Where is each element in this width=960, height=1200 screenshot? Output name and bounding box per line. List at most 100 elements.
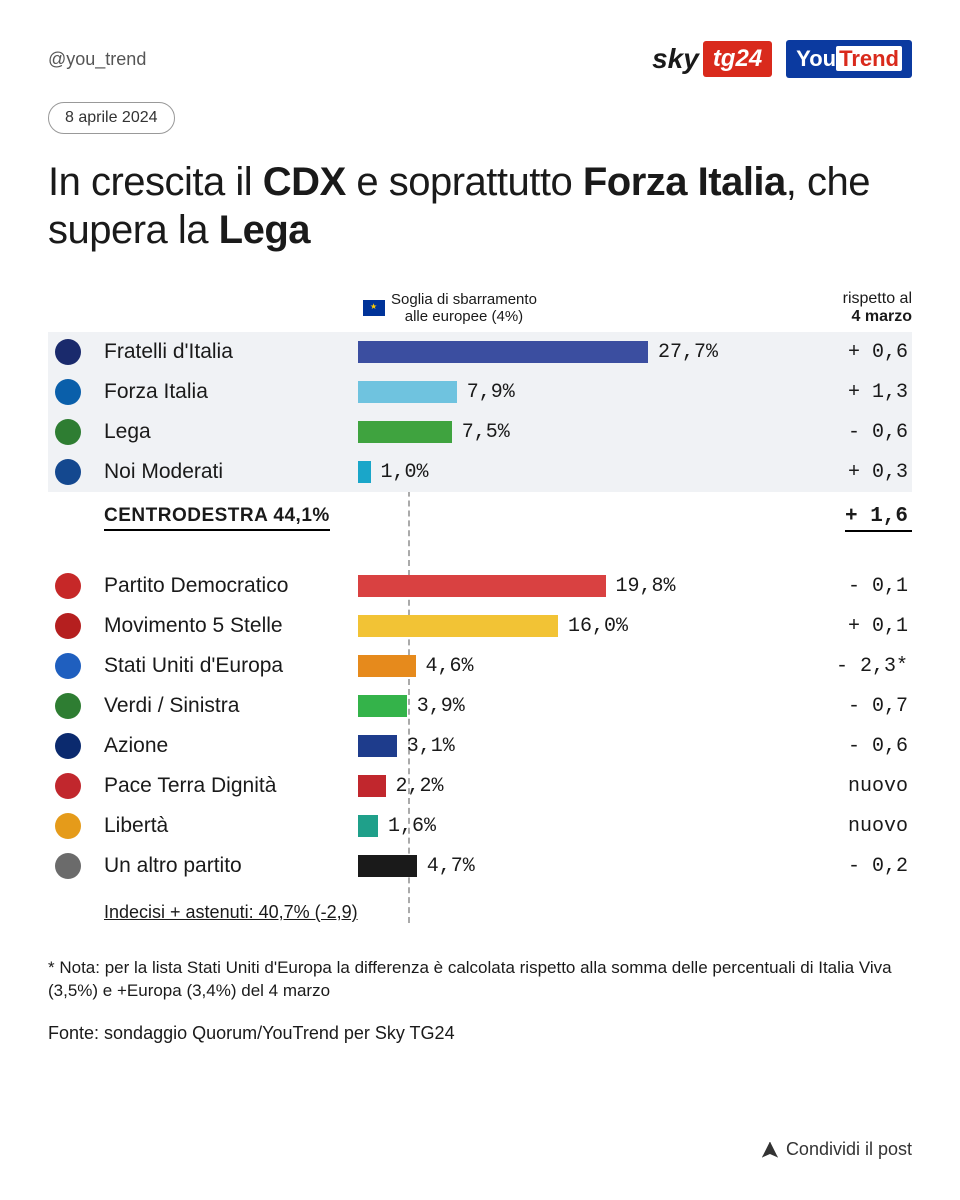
party-logo-icon (55, 813, 81, 839)
poll-bar (358, 775, 386, 797)
party-logo-icon (55, 459, 81, 485)
pct-label: 7,5% (462, 421, 510, 444)
pct-label: 3,1% (407, 735, 455, 758)
party-row: Movimento 5 Stelle 16,0% + 0,1 (48, 606, 912, 646)
party-name: Libertà (88, 814, 358, 838)
bar-cell: 19,8% (358, 575, 718, 598)
footnote: * Nota: per la lista Stati Uniti d'Europ… (48, 957, 912, 1003)
party-name: Pace Terra Dignità (88, 774, 358, 798)
delta-value: - 0,6 (718, 421, 912, 444)
account-handle: @you_trend (48, 49, 146, 70)
party-name: Lega (88, 420, 358, 444)
brand-logos: sky tg24 YouTrend (652, 40, 912, 78)
party-name: Noi Moderati (88, 460, 358, 484)
bar-cell: 16,0% (358, 615, 718, 638)
delta-value: - 0,1 (718, 575, 912, 598)
delta-value: - 0,7 (718, 695, 912, 718)
party-row: Libertà1,6%nuovo (48, 806, 912, 846)
delta-header: rispetto al 4 marzo (843, 290, 912, 326)
bar-cell: 4,6% (358, 655, 718, 678)
party-row: Partito Democratico19,8%- 0,1 (48, 566, 912, 606)
bar-cell: 2,2% (358, 775, 718, 798)
party-name: Stati Uniti d'Europa (88, 654, 358, 678)
party-logo-icon (55, 853, 81, 879)
delta-value: + 1,3 (718, 381, 912, 404)
party-name: Un altro partito (88, 854, 358, 878)
party-logo-icon (55, 573, 81, 599)
pct-label: 2,2% (396, 775, 444, 798)
undecided-line: Indecisi + astenuti: 40,7% (-2,9) (104, 902, 912, 923)
party-row: Verdi / Sinistra 3,9% - 0,7 (48, 686, 912, 726)
pct-label: 7,9% (467, 381, 515, 404)
headline: In crescita il CDX e soprattutto Forza I… (48, 158, 912, 254)
pct-label: 3,9% (417, 695, 465, 718)
threshold-label: Soglia di sbarramento alle europee (4%) (363, 290, 603, 326)
party-logo-icon (55, 379, 81, 405)
party-logo-icon (55, 773, 81, 799)
party-logo-icon (55, 339, 81, 365)
poll-chart: Fratelli d'Italia27,7%+ 0,6Forza Italia7… (48, 332, 912, 923)
party-logo-icon (55, 419, 81, 445)
party-row: Fratelli d'Italia27,7%+ 0,6 (48, 332, 912, 372)
pct-label: 1,0% (381, 461, 429, 484)
poll-bar (358, 575, 606, 597)
pct-label: 19,8% (616, 575, 676, 598)
share-label: Condividi il post (786, 1139, 912, 1160)
header-row: @you_trend sky tg24 YouTrend (48, 40, 912, 78)
youtrend-trend: Trend (836, 46, 902, 71)
coalition-label: CENTRODESTRA 44,1% (104, 505, 330, 531)
party-row: Lega 7,5% - 0,6 (48, 412, 912, 452)
poll-bar (358, 421, 452, 443)
poll-bar (358, 461, 371, 483)
delta-value: + 0,1 (718, 615, 912, 638)
party-name: Forza Italia (88, 380, 358, 404)
share-button[interactable]: Condividi il post (762, 1139, 912, 1160)
delta-value: + 0,3 (718, 461, 912, 484)
share-icon (762, 1142, 778, 1158)
poll-bar (358, 695, 407, 717)
party-name: Verdi / Sinistra (88, 694, 358, 718)
bar-cell: 1,0% (358, 461, 718, 484)
poll-bar (358, 855, 417, 877)
party-name: Movimento 5 Stelle (88, 614, 358, 638)
bar-cell: 3,9% (358, 695, 718, 718)
coalition-row: CENTRODESTRA 44,1% + 1,6 (48, 496, 912, 540)
tg24-badge: tg24 (703, 41, 772, 77)
party-logo-icon (55, 653, 81, 679)
pct-label: 16,0% (568, 615, 628, 638)
sky-tg24-logo: sky tg24 (652, 41, 772, 77)
pct-label: 1,6% (388, 815, 436, 838)
eu-flag-icon (363, 300, 385, 316)
delta-value: nuovo (718, 775, 912, 798)
party-name: Azione (88, 734, 358, 758)
pct-label: 27,7% (658, 341, 718, 364)
chart-header: Soglia di sbarramento alle europee (4%) … (48, 290, 912, 326)
poll-bar (358, 381, 457, 403)
delta-value: - 0,6 (718, 735, 912, 758)
bar-cell: 1,6% (358, 815, 718, 838)
bar-cell: 3,1% (358, 735, 718, 758)
delta-value: - 2,3* (718, 655, 912, 678)
coalition-delta: + 1,6 (845, 505, 912, 532)
poll-bar (358, 341, 648, 363)
sky-text: sky (652, 43, 699, 75)
party-name: Fratelli d'Italia (88, 340, 358, 364)
bar-cell: 7,9% (358, 381, 718, 404)
poll-bar (358, 655, 416, 677)
poll-bar (358, 815, 378, 837)
bar-cell: 27,7% (358, 341, 718, 364)
party-row: Un altro partito 4,7% - 0,2 (48, 846, 912, 886)
date-pill: 8 aprile 2024 (48, 102, 175, 134)
party-logo-icon (55, 733, 81, 759)
party-logo-icon (55, 613, 81, 639)
bar-cell: 7,5% (358, 421, 718, 444)
source-line: Fonte: sondaggio Quorum/YouTrend per Sky… (48, 1023, 912, 1044)
party-logo-icon (55, 693, 81, 719)
party-row: Noi Moderati 1,0% + 0,3 (48, 452, 912, 492)
delta-value: - 0,2 (718, 855, 912, 878)
poll-bar (358, 735, 397, 757)
pct-label: 4,7% (427, 855, 475, 878)
party-row: Pace Terra Dignità 2,2% nuovo (48, 766, 912, 806)
pct-label: 4,6% (426, 655, 474, 678)
party-row: Forza Italia 7,9% + 1,3 (48, 372, 912, 412)
